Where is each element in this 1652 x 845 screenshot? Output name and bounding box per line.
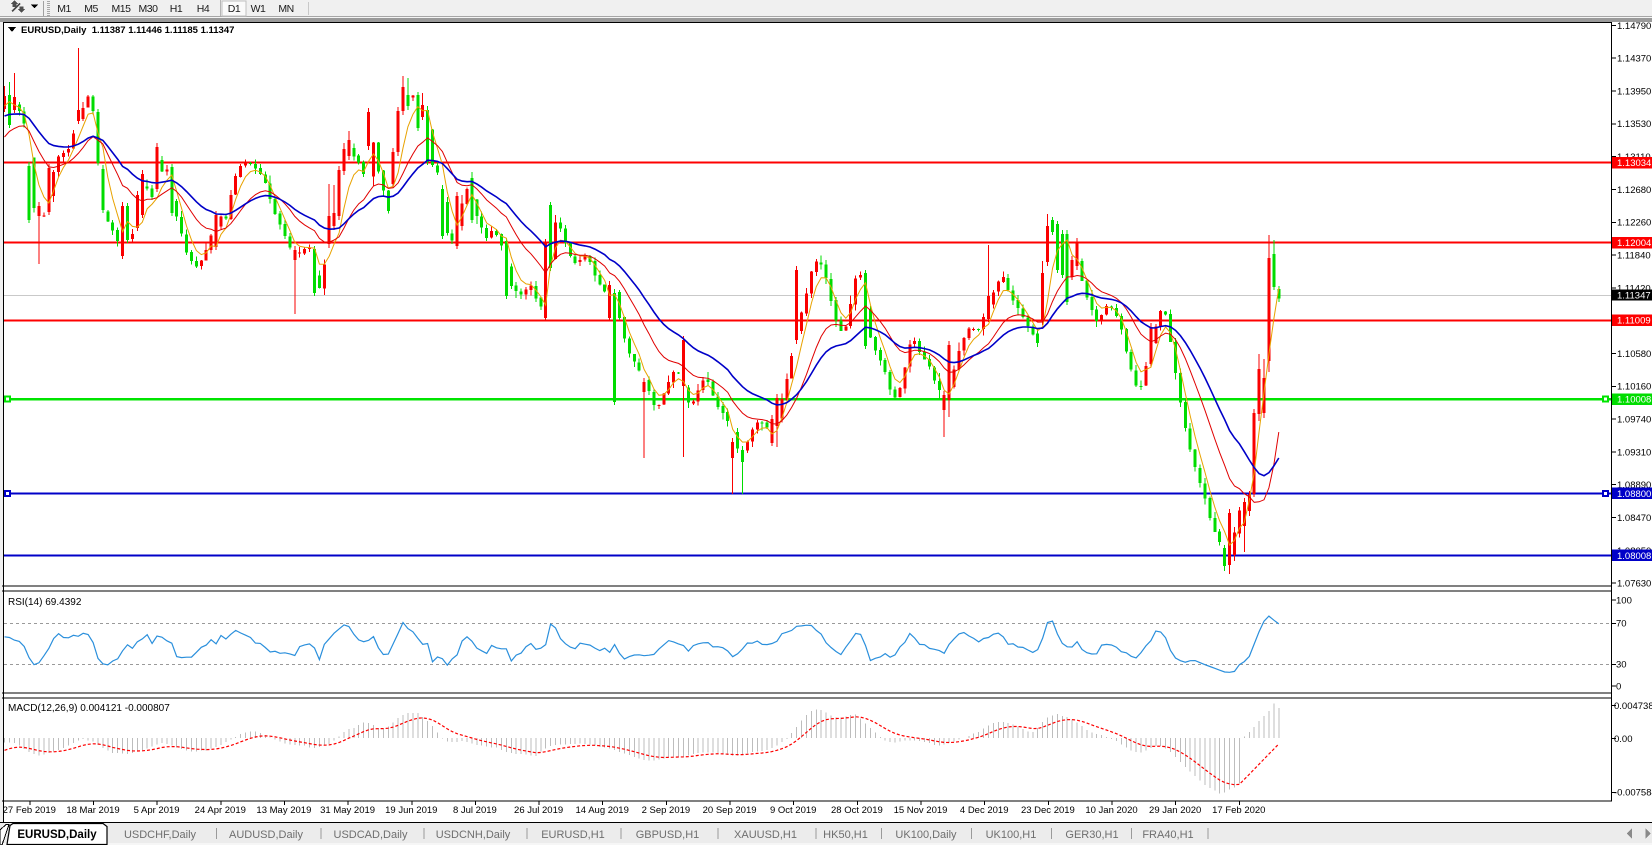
svg-text:1.08470: 1.08470 [1617, 513, 1651, 524]
svg-text:D1: D1 [228, 3, 241, 15]
svg-text:70: 70 [1616, 619, 1627, 630]
svg-text:0: 0 [1616, 681, 1621, 692]
svg-text:24 Apr 2019: 24 Apr 2019 [195, 805, 246, 816]
svg-text:1.11347: 1.11347 [1617, 290, 1651, 301]
svg-text:MN: MN [278, 3, 293, 15]
svg-text:1.13034: 1.13034 [1617, 158, 1651, 169]
svg-text:RSI(14) 69.4392: RSI(14) 69.4392 [8, 597, 82, 608]
svg-text:15 Nov 2019: 15 Nov 2019 [894, 805, 948, 816]
svg-text:W1: W1 [251, 3, 266, 15]
svg-text:M1: M1 [57, 3, 71, 15]
svg-text:MACD(12,26,9) 0.004121 -0.0008: MACD(12,26,9) 0.004121 -0.000807 [8, 703, 170, 714]
svg-text:1.09740: 1.09740 [1617, 415, 1651, 426]
svg-text:1.11840: 1.11840 [1617, 251, 1651, 262]
svg-text:USDCNH,Daily: USDCNH,Daily [436, 829, 511, 841]
svg-text:1.13950: 1.13950 [1617, 86, 1651, 97]
svg-text:GER30,H1: GER30,H1 [1065, 829, 1118, 841]
svg-text:27 Feb 2019: 27 Feb 2019 [3, 805, 56, 816]
svg-text:1.14790: 1.14790 [1617, 21, 1651, 32]
svg-text:M5: M5 [84, 3, 98, 15]
svg-text:M15: M15 [112, 3, 132, 15]
svg-text:GBPUSD,H1: GBPUSD,H1 [636, 829, 700, 841]
svg-text:EURUSD,H1: EURUSD,H1 [541, 829, 605, 841]
svg-text:23 Dec 2019: 23 Dec 2019 [1021, 805, 1075, 816]
svg-text:1.09310: 1.09310 [1617, 447, 1651, 458]
svg-text:1.08890: 1.08890 [1617, 480, 1651, 491]
svg-text:1.08008: 1.08008 [1617, 551, 1651, 562]
svg-text:17 Feb 2020: 17 Feb 2020 [1212, 805, 1265, 816]
svg-text:HK50,H1: HK50,H1 [823, 829, 868, 841]
svg-text:1.10580: 1.10580 [1617, 349, 1651, 360]
svg-text:8 Jul 2019: 8 Jul 2019 [453, 805, 497, 816]
svg-text:26 Jul 2019: 26 Jul 2019 [514, 805, 563, 816]
svg-text:19 Jun 2019: 19 Jun 2019 [385, 805, 437, 816]
svg-text:20 Sep 2019: 20 Sep 2019 [703, 805, 757, 816]
svg-text:EURUSD,Daily 1.11387 1.11446: EURUSD,Daily 1.11387 1.11446 1.11185 1.1… [21, 25, 234, 36]
svg-text:18 Mar 2019: 18 Mar 2019 [66, 805, 119, 816]
svg-text:XAUUSD,H1: XAUUSD,H1 [734, 829, 797, 841]
svg-text:4 Dec 2019: 4 Dec 2019 [960, 805, 1009, 816]
svg-text:1.13530: 1.13530 [1617, 119, 1651, 130]
svg-text:M30: M30 [139, 3, 159, 15]
svg-text:100: 100 [1616, 595, 1632, 606]
svg-text:14 Aug 2019: 14 Aug 2019 [576, 805, 629, 816]
svg-text:1.07630: 1.07630 [1617, 579, 1651, 590]
svg-text:31 May 2019: 31 May 2019 [320, 805, 375, 816]
svg-text:28 Oct 2019: 28 Oct 2019 [831, 805, 883, 816]
svg-text:UK100,H1: UK100,H1 [986, 829, 1037, 841]
svg-text:1.11009: 1.11009 [1617, 316, 1651, 327]
svg-text:1.12680: 1.12680 [1617, 185, 1651, 196]
svg-text:1.14370: 1.14370 [1617, 54, 1651, 65]
svg-text:EURUSD,Daily: EURUSD,Daily [17, 829, 97, 841]
svg-text:1.12004: 1.12004 [1617, 238, 1651, 249]
svg-text:H4: H4 [197, 3, 210, 15]
svg-text:-0.007584: -0.007584 [1614, 788, 1652, 799]
svg-text:H1: H1 [170, 3, 183, 15]
svg-text:AUDUSD,Daily: AUDUSD,Daily [229, 829, 303, 841]
svg-text:30: 30 [1616, 660, 1627, 671]
svg-text:FRA40,H1: FRA40,H1 [1142, 829, 1193, 841]
svg-text:29 Jan 2020: 29 Jan 2020 [1149, 805, 1201, 816]
svg-text:13 May 2019: 13 May 2019 [256, 805, 311, 816]
svg-text:1.10160: 1.10160 [1617, 382, 1651, 393]
svg-text:1.11420: 1.11420 [1617, 283, 1651, 294]
svg-text:USDCHF,Daily: USDCHF,Daily [124, 829, 197, 841]
svg-text:UK100,Daily: UK100,Daily [895, 829, 957, 841]
svg-text:9 Oct 2019: 9 Oct 2019 [770, 805, 816, 816]
svg-text:5 Apr 2019: 5 Apr 2019 [134, 805, 180, 816]
svg-text:10 Jan 2020: 10 Jan 2020 [1085, 805, 1137, 816]
svg-text:0.00: 0.00 [1614, 734, 1633, 745]
svg-text:1.12260: 1.12260 [1617, 218, 1651, 229]
svg-text:1.10008: 1.10008 [1617, 395, 1651, 406]
svg-text:1.08800: 1.08800 [1617, 489, 1651, 500]
svg-text:2 Sep 2019: 2 Sep 2019 [642, 805, 691, 816]
svg-text:USDCAD,Daily: USDCAD,Daily [334, 829, 408, 841]
svg-text:0.004738: 0.004738 [1614, 701, 1652, 712]
